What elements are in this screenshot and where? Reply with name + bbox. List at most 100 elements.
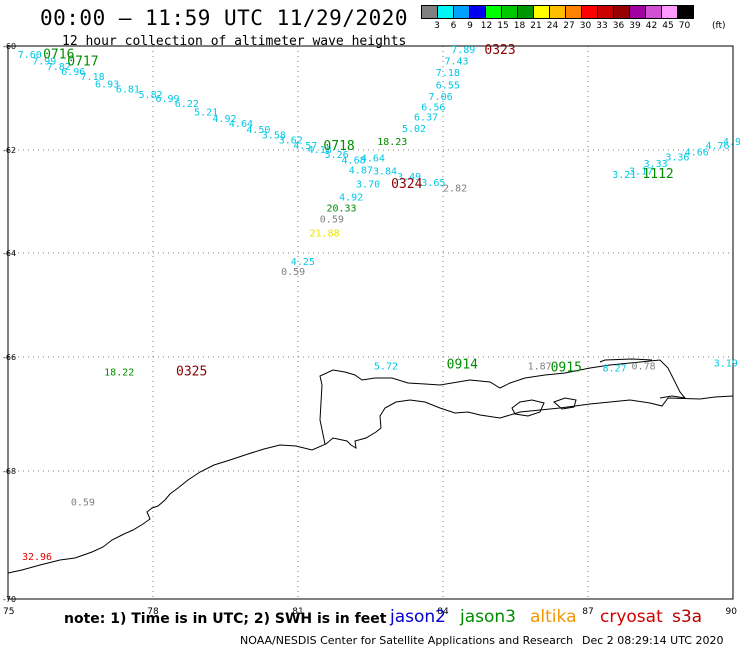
- wave-height-value: 4.25: [291, 257, 315, 268]
- wave-height-value: 0.59: [71, 498, 95, 509]
- legend-tick-label: 30: [579, 21, 592, 31]
- legend-unit: (ft): [712, 21, 726, 31]
- wave-height-value: 4.92: [339, 192, 363, 203]
- wave-height-value: 4.76: [705, 141, 729, 152]
- legend-tick-label: 39: [629, 21, 641, 31]
- ice-shelf-outline: [319, 359, 687, 445]
- wave-height-value: 4.66: [685, 148, 709, 159]
- wave-height-value: 4.64: [229, 119, 253, 130]
- map-frame: [7, 45, 734, 600]
- wave-height-value: 7.89: [451, 45, 475, 56]
- pass-time-label: 0915: [551, 360, 582, 375]
- wave-height-value: 0.78: [632, 362, 656, 373]
- wave-height-value: 6.55: [436, 80, 460, 91]
- wave-height-value: 5.26: [325, 150, 349, 161]
- legend-tick-label: 70: [678, 21, 691, 31]
- page-subtitle: 12 hour collection of altimeter wave hei…: [62, 34, 407, 49]
- wave-height-value: 4.64: [361, 154, 385, 165]
- wave-height-value: 3.62: [279, 136, 303, 147]
- wave-height-value: 7.18: [436, 68, 460, 79]
- legend-tick-label: 15: [497, 21, 509, 31]
- wave-height-value: 3.33: [644, 159, 668, 170]
- x-tick-label: 84: [437, 607, 449, 617]
- wave-height-value: 5.21: [194, 108, 218, 119]
- wave-height-value: 2.82: [443, 184, 467, 195]
- axis-ticks: 75 78 81 84 87 90 -60 -62 -64 -66 -68 -70: [3, 42, 737, 617]
- wave-height-value: 0.59: [281, 267, 305, 278]
- x-tick-label: 75: [3, 607, 14, 617]
- wave-height-value: 7.82: [47, 62, 71, 73]
- legend-tick-label: 45: [662, 21, 674, 31]
- pass-time-label: 0716: [43, 47, 74, 62]
- wave-height-value: 7.60: [18, 50, 42, 61]
- wave-height-labels: 7.607.9907167.8207176.967.186.936.815.82…: [18, 43, 740, 563]
- wave-height-value: 7.06: [429, 92, 453, 103]
- wave-height-value: 4.50: [246, 125, 270, 136]
- page-title: 00:00 – 11:59 UTC 11/29/2020: [40, 6, 409, 30]
- y-tick-label: -70: [3, 595, 16, 604]
- wave-height-value: 1.87: [528, 362, 552, 373]
- wave-height-value: 3.19: [714, 359, 738, 370]
- generated-timestamp: Dec 2 08:29:14 UTC 2020: [582, 634, 724, 647]
- wave-height-value: 5.72: [374, 362, 398, 373]
- wave-height-value: 4.9: [723, 137, 740, 148]
- legend-tick-label: 6: [450, 21, 457, 31]
- inner-island-outline: [511, 399, 545, 417]
- credit-text: NOAA/NESDIS Center for Satellite Applica…: [240, 634, 574, 647]
- wave-height-value: 18.22: [104, 367, 134, 378]
- x-tick-label: 90: [726, 607, 738, 617]
- satellite-label: cryosat: [600, 607, 663, 627]
- pass-time-label: 0718: [323, 139, 354, 154]
- footnote: note: 1) Time is in UTC; 2) SWH is in fe…: [64, 611, 387, 627]
- legend-tick-label: 9: [467, 21, 473, 31]
- legend-tick-label: 12: [480, 21, 493, 31]
- satellite-label: s3a: [672, 607, 703, 627]
- legend-tick-labels: 3 6 9 12 15 18 21 24 27 30 33 36 39 42 45 70: [421, 21, 740, 33]
- legend-tick-label: 27: [563, 21, 575, 31]
- wave-height-value: 6.96: [61, 67, 85, 78]
- wave-height-value: 7.18: [81, 72, 105, 83]
- pass-time-label: 1112: [642, 167, 673, 182]
- wave-height-value: 18.23: [377, 137, 407, 148]
- x-tick-label: 81: [292, 607, 303, 617]
- legend-tick-label: 42: [645, 21, 658, 31]
- wave-height-value: 4.92: [212, 114, 236, 125]
- legend-tick-label: 3: [434, 21, 440, 31]
- map-grid: [8, 46, 733, 599]
- wave-height-value: 6.81: [116, 85, 140, 96]
- legend-swatch: [677, 5, 694, 19]
- antarctic-coast-outline: [7, 395, 734, 574]
- wave-height-value: 4.57: [293, 141, 317, 152]
- wave-height-value: 3.17: [629, 167, 653, 178]
- legend-tick-label: 18: [513, 21, 526, 31]
- wave-height-value: 3.36: [665, 153, 689, 164]
- wave-height-value: 7.99: [32, 57, 56, 68]
- x-tick-label: 78: [147, 607, 159, 617]
- legend-tick-label: 36: [612, 21, 625, 31]
- y-tick-label: -66: [3, 353, 16, 362]
- wave-height-value: 4.87: [349, 166, 373, 177]
- satellite-label: altika: [530, 607, 577, 627]
- wave-height-value: 6.93: [95, 79, 119, 90]
- wave-height-value: 3.49: [397, 172, 421, 183]
- wave-height-value: 6.37: [414, 113, 438, 124]
- y-tick-label: -62: [3, 146, 16, 155]
- wave-height-value: 5.82: [139, 90, 163, 101]
- coastline: [7, 358, 734, 574]
- wave-height-value: 3.65: [421, 178, 445, 189]
- wave-height-value: 6.56: [421, 102, 445, 113]
- color-legend: [421, 5, 694, 19]
- wave-height-value: 32.96: [22, 552, 52, 563]
- wave-height-value: 0.59: [320, 214, 344, 225]
- pass-time-label: 0324: [391, 177, 422, 192]
- legend-tick-label: 24: [546, 21, 559, 31]
- pass-time-label: 0914: [447, 357, 478, 372]
- wave-height-value: 20.33: [326, 204, 356, 215]
- y-tick-label: -68: [3, 467, 16, 476]
- satellite-label: jason2: [390, 607, 446, 627]
- wave-height-value: 21.88: [310, 228, 340, 239]
- wave-height-value: 4.68: [342, 155, 366, 166]
- y-tick-label: -60: [3, 42, 16, 51]
- x-tick-label: 87: [582, 607, 593, 617]
